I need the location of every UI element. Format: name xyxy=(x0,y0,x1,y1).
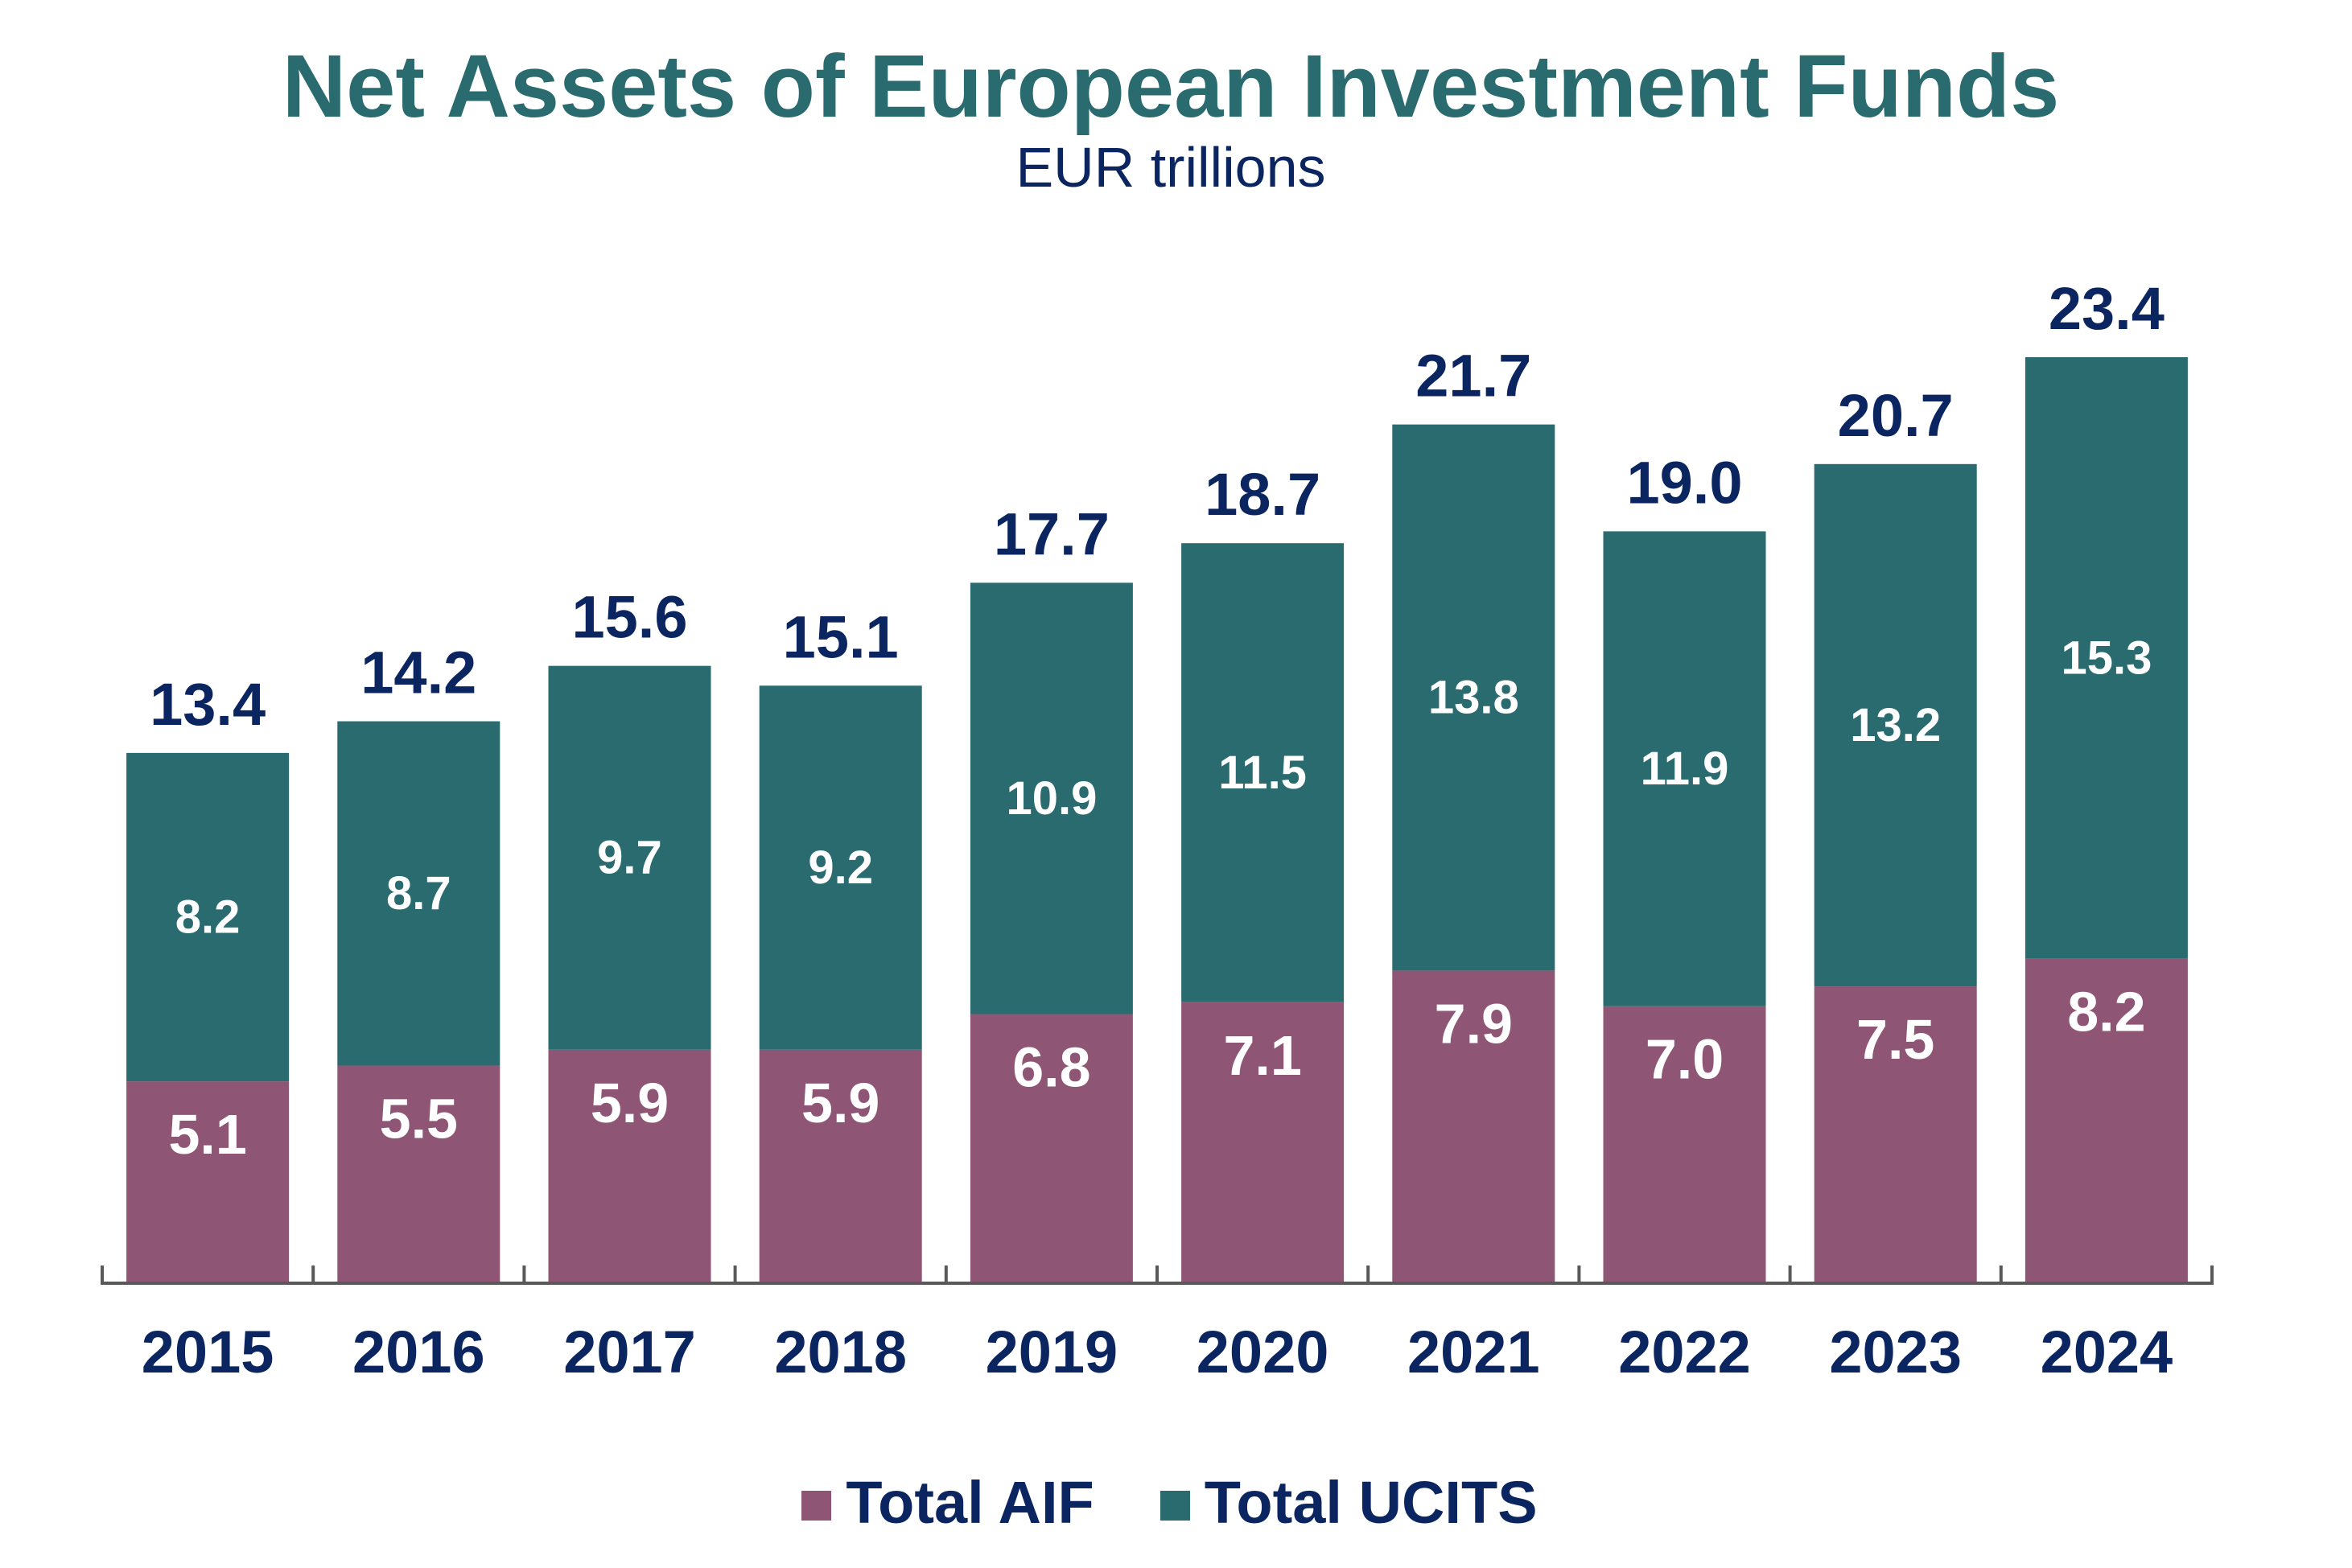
bar-segment-total-ucits-2018 xyxy=(759,685,922,1050)
total-label-2021: 21.7 xyxy=(1415,343,1531,409)
bar-segment-total-aif-2023 xyxy=(1814,986,1977,1283)
data-label-total-ucits-2017: 9.7 xyxy=(597,832,662,884)
data-label-total-aif-2020: 7.1 xyxy=(1223,1024,1301,1087)
x-tick-label-2024: 2024 xyxy=(2041,1319,2173,1385)
total-label-2024: 23.4 xyxy=(2049,275,2165,342)
legend: Total AIF Total UCITS xyxy=(0,1469,2352,1537)
bar-segment-total-ucits-2022 xyxy=(1603,531,1766,1006)
bar-segment-total-aif-2019 xyxy=(970,1014,1133,1283)
x-tick-label-2019: 2019 xyxy=(986,1319,1118,1385)
bar-segment-total-ucits-2019 xyxy=(970,582,1133,1014)
x-tick-label-2018: 2018 xyxy=(774,1319,907,1385)
bars-layer xyxy=(126,357,2188,1283)
data-label-total-ucits-2023: 13.2 xyxy=(1850,699,1941,751)
bar-segment-total-aif-2024 xyxy=(2025,958,2188,1283)
chart-title: Net Assets of European Investment Funds xyxy=(282,37,2060,136)
total-label-2017: 15.6 xyxy=(571,584,687,651)
total-label-2020: 18.7 xyxy=(1205,461,1320,528)
data-label-total-aif-2023: 7.5 xyxy=(1856,1008,1934,1071)
legend-swatch-aif xyxy=(801,1490,832,1521)
bar-segment-total-ucits-2016 xyxy=(337,721,500,1066)
labels-layer: 8.2 5.1 13.4 2015 8.7 5.5 14.2 2016 9.7 5.9 15.6 20… xyxy=(142,275,2173,1385)
data-label-total-ucits-2016: 8.7 xyxy=(386,867,451,920)
bar-segment-total-aif-2022 xyxy=(1603,1006,1766,1283)
data-label-total-aif-2019: 6.8 xyxy=(1012,1036,1090,1099)
total-label-2019: 17.7 xyxy=(994,500,1110,567)
data-label-total-aif-2017: 5.9 xyxy=(591,1072,669,1134)
legend-label-aif: Total AIF xyxy=(846,1469,1094,1536)
x-tick-label-2016: 2016 xyxy=(352,1319,485,1385)
bar-segment-total-ucits-2023 xyxy=(1814,463,1977,987)
data-label-total-ucits-2015: 8.2 xyxy=(175,891,241,944)
legend-item-total-ucits[interactable]: Total UCITS xyxy=(1160,1469,1538,1537)
bar-segment-total-aif-2017 xyxy=(548,1049,711,1283)
data-label-total-aif-2015: 5.1 xyxy=(168,1103,246,1166)
data-label-total-ucits-2018: 9.2 xyxy=(808,842,873,894)
bar-segment-total-aif-2018 xyxy=(759,1049,922,1283)
legend-item-total-aif[interactable]: Total AIF xyxy=(801,1469,1094,1537)
legend-swatch-ucits xyxy=(1160,1490,1190,1521)
total-label-2015: 13.4 xyxy=(150,671,266,738)
bar-segment-total-aif-2021 xyxy=(1392,970,1555,1283)
chart-subtitle: EUR trillions xyxy=(1015,136,1326,199)
bar-segment-total-aif-2015 xyxy=(126,1081,290,1283)
x-tick-label-2023: 2023 xyxy=(1829,1319,1962,1385)
data-label-total-ucits-2020: 11.5 xyxy=(1218,747,1307,799)
x-tick-label-2017: 2017 xyxy=(563,1319,696,1385)
x-tick-label-2020: 2020 xyxy=(1197,1319,1329,1385)
bar-segment-total-ucits-2020 xyxy=(1181,543,1345,1002)
data-label-total-aif-2016: 5.5 xyxy=(380,1087,458,1150)
total-label-2018: 15.1 xyxy=(783,603,899,670)
x-axis xyxy=(101,1266,2214,1285)
x-tick-label-2021: 2021 xyxy=(1407,1319,1540,1385)
bar-segment-total-aif-2020 xyxy=(1181,1002,1345,1283)
data-label-total-aif-2021: 7.9 xyxy=(1435,992,1513,1055)
total-label-2023: 20.7 xyxy=(1838,382,1954,449)
bar-segment-total-ucits-2021 xyxy=(1392,424,1555,971)
bar-segment-total-aif-2016 xyxy=(337,1065,500,1283)
data-label-total-ucits-2024: 15.3 xyxy=(2061,632,2152,684)
data-label-total-ucits-2019: 10.9 xyxy=(1006,772,1097,825)
total-label-2022: 19.0 xyxy=(1626,449,1742,516)
legend-label-ucits: Total UCITS xyxy=(1204,1469,1538,1536)
bar-segment-total-ucits-2015 xyxy=(126,752,290,1082)
data-label-total-aif-2022: 7.0 xyxy=(1646,1028,1724,1091)
total-label-2016: 14.2 xyxy=(360,640,476,706)
data-label-total-ucits-2021: 13.8 xyxy=(1428,672,1519,724)
data-label-total-aif-2018: 5.9 xyxy=(801,1072,879,1134)
data-label-total-aif-2024: 8.2 xyxy=(2067,981,2145,1043)
bar-segment-total-ucits-2017 xyxy=(548,665,711,1050)
data-label-total-ucits-2022: 11.9 xyxy=(1641,743,1729,795)
x-tick-label-2015: 2015 xyxy=(142,1319,274,1385)
x-tick-label-2022: 2022 xyxy=(1618,1319,1751,1385)
bar-segment-total-ucits-2024 xyxy=(2025,357,2188,959)
